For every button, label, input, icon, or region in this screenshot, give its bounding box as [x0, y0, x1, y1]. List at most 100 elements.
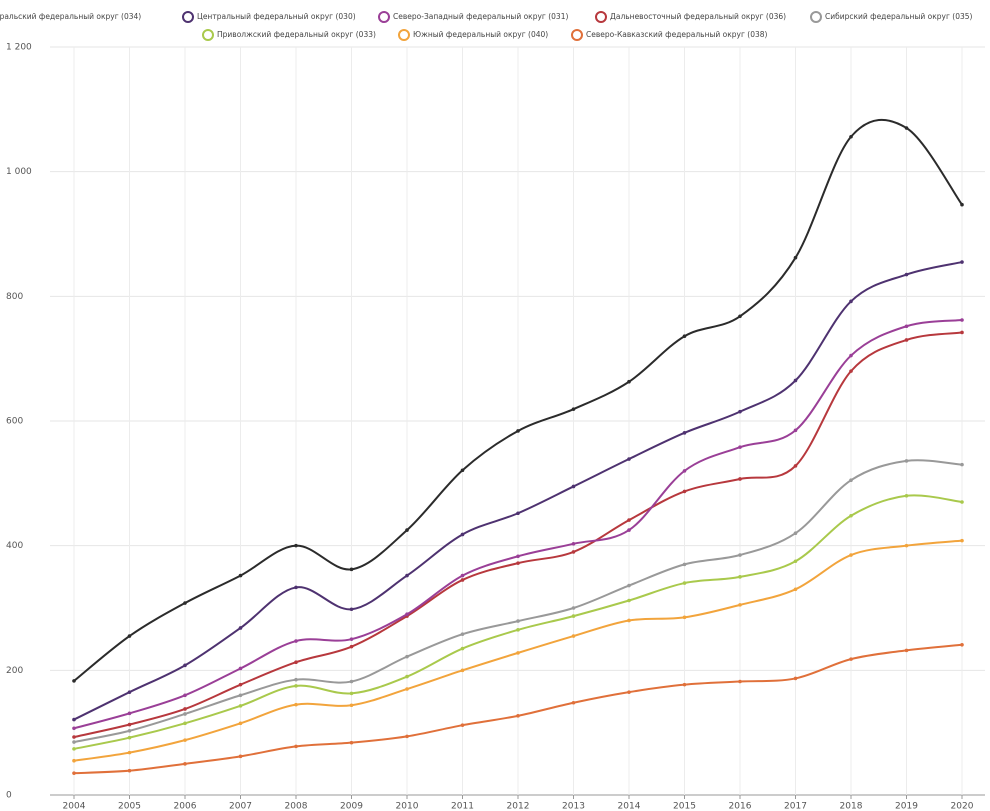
point — [238, 573, 243, 578]
point — [405, 734, 409, 739]
point — [793, 464, 798, 468]
point — [127, 728, 132, 733]
point — [793, 587, 798, 592]
point — [72, 771, 76, 775]
point — [183, 738, 187, 742]
x-tick-label: 2012 — [507, 802, 530, 811]
x-tick-label: 2016 — [729, 802, 752, 811]
point — [793, 428, 798, 433]
point — [349, 679, 354, 684]
legend-label[interactable]: Приволжский федеральный округ (033) — [217, 30, 376, 39]
y-tick-label: 1 200 — [6, 43, 32, 53]
point — [127, 735, 132, 740]
point — [904, 543, 909, 548]
point — [960, 318, 964, 322]
point — [571, 541, 576, 546]
point — [627, 379, 631, 384]
x-tick-label: 2019 — [895, 802, 918, 811]
legend-icon[interactable] — [398, 29, 410, 41]
point — [294, 744, 298, 749]
point — [516, 628, 520, 632]
y-tick-label: 1 000 — [6, 167, 32, 177]
point — [294, 677, 298, 682]
series-line — [73, 319, 963, 730]
point — [516, 511, 520, 516]
legend-icon[interactable] — [571, 29, 583, 41]
point — [682, 615, 687, 620]
legend-icon[interactable] — [810, 11, 822, 23]
point — [904, 126, 909, 130]
y-tick-label: 200 — [6, 666, 23, 676]
point — [349, 567, 354, 572]
point — [738, 679, 742, 684]
legend-label[interactable]: Центральный федеральный округ (030) — [197, 12, 356, 21]
x-tick-label: 2020 — [951, 802, 974, 811]
point — [516, 714, 520, 718]
point — [183, 721, 187, 726]
point — [682, 562, 687, 567]
point — [682, 489, 687, 494]
point — [960, 260, 964, 264]
x-tick-label: 2014 — [618, 802, 641, 811]
point — [682, 682, 687, 687]
point — [849, 553, 853, 557]
point — [627, 518, 631, 522]
legend-label[interactable]: Южный федеральный округ (040) — [413, 30, 548, 39]
legend-label[interactable]: Уральский федеральный округ (034) — [0, 12, 141, 21]
point — [238, 704, 243, 708]
x-tick-label: 2004 — [63, 802, 86, 811]
point — [238, 754, 243, 759]
point — [682, 334, 687, 339]
y-tick-label: 600 — [6, 417, 23, 427]
point — [849, 478, 853, 483]
point — [349, 703, 354, 708]
point — [349, 607, 354, 612]
x-tick-label: 2009 — [340, 802, 363, 811]
y-tick-label: 0 — [6, 791, 12, 801]
point — [849, 134, 853, 139]
point — [349, 740, 354, 745]
point — [72, 758, 76, 763]
point — [72, 740, 76, 744]
point — [405, 674, 409, 679]
point — [516, 554, 520, 559]
x-tick-label: 2013 — [562, 802, 585, 811]
point — [960, 538, 964, 543]
y-tick-label: 400 — [6, 541, 23, 551]
point — [516, 561, 520, 565]
legend-label[interactable]: Северо-Кавказский федеральный округ (038… — [586, 30, 768, 39]
point — [960, 500, 964, 504]
legend-icon[interactable] — [378, 11, 390, 23]
legend-icon[interactable] — [595, 11, 607, 23]
point — [904, 459, 909, 463]
legend-label[interactable]: Дальневосточный федеральный округ (036) — [610, 12, 786, 21]
point — [294, 660, 298, 665]
point — [516, 651, 520, 655]
x-tick-label: 2018 — [840, 802, 863, 811]
point — [793, 676, 798, 681]
point — [460, 573, 465, 578]
legend-label[interactable]: Северо-Западный федеральный округ (031) — [393, 12, 568, 21]
point — [627, 618, 631, 623]
point — [904, 494, 909, 498]
point — [460, 468, 465, 473]
point — [849, 299, 853, 304]
point — [238, 626, 243, 630]
point — [238, 666, 243, 671]
point — [238, 693, 243, 698]
point — [72, 726, 76, 731]
point — [849, 369, 853, 373]
point — [571, 634, 576, 638]
point — [627, 583, 631, 588]
legend-label[interactable]: Сибирский федеральный округ (035) — [825, 12, 973, 21]
point — [960, 202, 964, 207]
series-line — [73, 331, 963, 739]
x-tick-label: 2007 — [229, 802, 252, 811]
point — [183, 707, 187, 711]
point — [738, 575, 742, 579]
legend-icon[interactable] — [202, 29, 214, 41]
legend-icon[interactable] — [182, 11, 194, 23]
point — [904, 338, 909, 342]
x-tick-label: 2015 — [673, 802, 696, 811]
